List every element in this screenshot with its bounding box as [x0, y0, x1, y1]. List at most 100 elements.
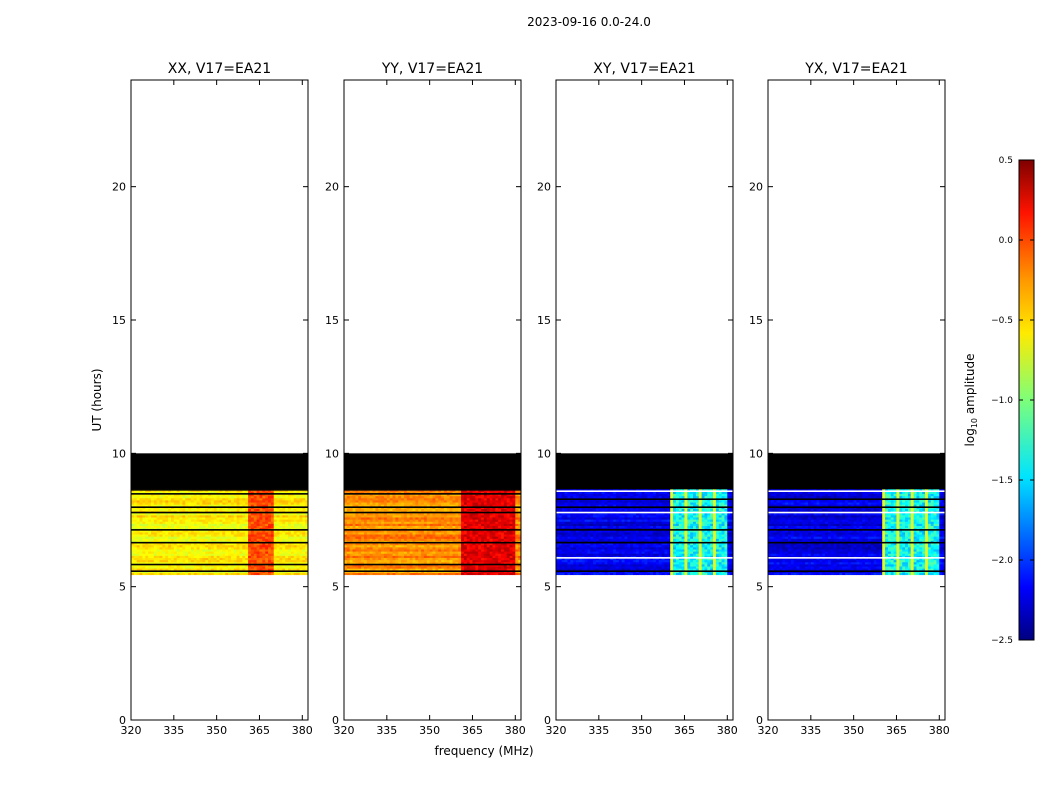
heatmap-cell	[148, 557, 152, 561]
heatmap-cell	[228, 536, 232, 539]
heatmap-cell	[176, 540, 180, 544]
heatmap-cell	[386, 540, 391, 544]
heatmap-cell	[392, 559, 396, 563]
heatmap-cell	[355, 561, 359, 565]
heatmap-cell	[378, 549, 382, 552]
heatmap-cell	[369, 536, 373, 539]
heatmap-cell	[210, 551, 215, 554]
heatmap-cell	[489, 497, 493, 501]
heatmap-cell	[389, 551, 393, 554]
heatmap-cell	[383, 553, 388, 556]
heatmap-cell	[202, 553, 206, 556]
heatmap-cell	[228, 512, 232, 516]
heatmap-cell	[372, 517, 376, 520]
heatmap-cell	[202, 491, 206, 494]
heatmap-cell	[381, 532, 385, 535]
heatmap-cell	[239, 517, 243, 520]
heatmap-cell	[381, 517, 385, 520]
heatmap-cell	[233, 546, 238, 550]
heatmap-cell	[182, 493, 186, 497]
heatmap-cell	[199, 508, 203, 512]
heatmap-cell	[458, 551, 462, 554]
heatmap-cell	[285, 568, 289, 571]
heatmap-cell	[273, 495, 277, 499]
heatmap-cell	[435, 497, 439, 501]
heatmap-cell	[443, 546, 448, 550]
heatmap-cell	[213, 568, 218, 571]
heatmap-cell	[509, 491, 513, 494]
heatmap-cell	[443, 508, 448, 512]
heatmap-cell	[259, 534, 263, 537]
heatmap-cell	[296, 497, 300, 501]
heatmap-cell	[293, 502, 297, 505]
heatmap-cell	[461, 555, 465, 558]
heatmap-cell	[210, 497, 215, 501]
heatmap-cell	[461, 557, 465, 561]
heatmap-cell	[259, 502, 263, 505]
heatmap-cell	[216, 500, 220, 503]
heatmap-cell	[230, 495, 235, 499]
heatmap-cell	[361, 529, 365, 533]
heatmap-cell	[276, 572, 280, 576]
heatmap-cell	[418, 532, 422, 535]
heatmap-cell	[466, 497, 471, 501]
heatmap-cell	[148, 502, 152, 505]
heatmap-cell	[486, 527, 490, 531]
heatmap-cell	[199, 514, 203, 518]
heatmap-cell	[233, 517, 238, 520]
heatmap-cell	[145, 544, 149, 548]
heatmap-cell	[288, 519, 292, 522]
heatmap-cell	[475, 551, 479, 554]
heatmap-cell	[225, 561, 229, 565]
heatmap-cell	[469, 542, 473, 546]
heatmap-cell	[139, 519, 143, 522]
heatmap-cell	[196, 559, 200, 563]
heatmap-cell	[409, 519, 413, 522]
heatmap-cell	[216, 566, 220, 569]
heatmap-cell	[305, 566, 309, 569]
heatmap-cell	[268, 557, 272, 561]
heatmap-cell	[259, 527, 263, 531]
heatmap-cell	[438, 566, 442, 569]
heatmap-cell	[305, 514, 309, 518]
heatmap-cell	[219, 525, 223, 529]
heatmap-cell	[389, 568, 393, 571]
heatmap-cell	[188, 529, 192, 533]
heatmap-cell	[245, 551, 249, 554]
heatmap-cell	[288, 546, 292, 550]
heatmap-cell	[355, 540, 359, 544]
heatmap-cell	[222, 553, 226, 556]
heatmap-cell	[358, 495, 362, 499]
heatmap-cell	[145, 538, 149, 541]
heatmap-cell	[515, 523, 519, 526]
heatmap-cell	[136, 572, 140, 576]
heatmap-cell	[239, 508, 243, 512]
heatmap-cell	[168, 551, 172, 554]
heatmap-cell	[253, 561, 258, 565]
heatmap-cell	[185, 568, 189, 571]
heatmap-cell	[259, 561, 263, 565]
heatmap-cell	[219, 500, 223, 503]
heatmap-cell	[153, 521, 158, 524]
heatmap-cell	[259, 521, 263, 524]
heatmap-cell	[205, 521, 209, 524]
heatmap-cell	[512, 500, 516, 503]
heatmap-cell	[489, 555, 493, 558]
heatmap-cell	[378, 551, 382, 554]
heatmap-cell	[193, 508, 198, 512]
heatmap-cell	[285, 517, 289, 520]
heatmap-cell	[415, 525, 419, 529]
heatmap-cell	[515, 502, 519, 505]
heatmap-cell	[299, 504, 303, 507]
heatmap-cell	[182, 559, 186, 563]
heatmap-cell	[179, 566, 183, 569]
heatmap-cell	[139, 495, 143, 499]
heatmap-cell	[503, 514, 508, 518]
heatmap-cell	[361, 493, 365, 497]
flagged-line	[131, 563, 308, 566]
heatmap-cell	[210, 521, 215, 524]
heatmap-cell	[296, 540, 300, 544]
heatmap-cell	[375, 551, 379, 554]
heatmap-cell	[233, 553, 238, 556]
heatmap-cell	[239, 561, 243, 565]
